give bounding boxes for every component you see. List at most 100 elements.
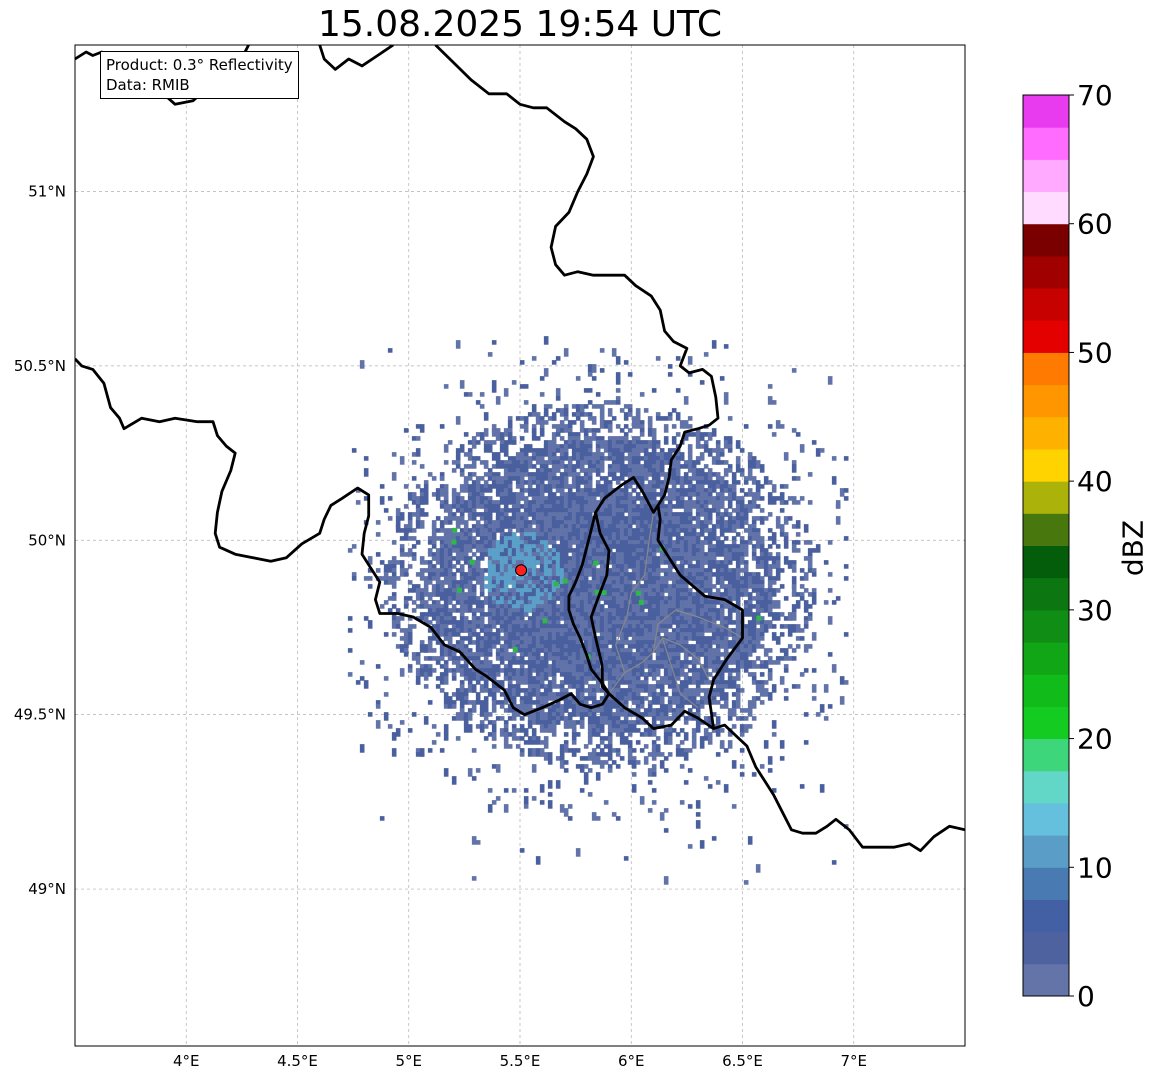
echo-pixel — [575, 460, 581, 465]
echo-pixel — [687, 644, 693, 649]
echo-pixel — [643, 672, 649, 677]
echo-pixel — [639, 748, 645, 753]
echo-pixel — [495, 592, 501, 597]
echo-pixel — [623, 556, 629, 561]
echo-pixel — [647, 512, 653, 517]
echo-pixel — [719, 540, 725, 545]
echo-pixel — [663, 600, 669, 605]
echo-pixel — [463, 504, 469, 509]
echo-pixel — [683, 460, 689, 465]
echo-pixel — [487, 576, 493, 581]
echo-pixel — [551, 516, 557, 521]
echo-pixel — [575, 480, 581, 489]
echo-pixel — [443, 548, 449, 553]
echo-pixel — [563, 508, 569, 513]
echo-pixel — [407, 588, 413, 593]
echo-pixel — [651, 436, 657, 441]
echo-pixel — [519, 552, 525, 557]
echo-pixel — [443, 676, 449, 685]
echo-pixel — [527, 564, 533, 569]
echo-pixel — [563, 572, 569, 577]
echo-pixel — [607, 556, 613, 561]
echo-pixel — [415, 508, 421, 513]
echo-pixel — [483, 544, 489, 549]
echo-pixel — [707, 680, 713, 685]
echo-pixel — [679, 516, 685, 521]
echo-pixel — [395, 624, 401, 629]
echo-pixel — [415, 588, 421, 593]
echo-pixel — [583, 412, 589, 417]
echo-pixel — [543, 652, 549, 657]
echo-pixel — [487, 612, 493, 617]
echo-pixel — [659, 588, 665, 593]
echo-pixel — [551, 728, 557, 733]
echo-pixel — [699, 628, 705, 633]
echo-pixel — [667, 708, 673, 713]
echo-pixel — [543, 692, 549, 697]
echo-pixel — [523, 732, 529, 737]
echo-pixel — [571, 436, 577, 441]
echo-pixel — [655, 696, 661, 701]
echo-pixel — [415, 520, 421, 529]
echo-pixel — [615, 612, 621, 617]
echo-pixel — [391, 560, 397, 565]
echo-pixel — [563, 656, 569, 661]
echo-pixel — [519, 628, 525, 633]
echo-pixel — [575, 640, 581, 645]
echo-pixel — [487, 560, 493, 565]
echo-pixel — [663, 652, 669, 661]
echo-pixel — [527, 464, 533, 469]
echo-pixel — [619, 508, 625, 513]
echo-pixel — [659, 720, 665, 725]
echo-pixel — [479, 504, 485, 509]
echo-pixel — [615, 728, 621, 733]
echo-pixel — [467, 592, 473, 597]
echo-pixel — [447, 440, 453, 445]
echo-pixel — [547, 728, 553, 733]
echo-pixel — [603, 488, 609, 493]
echo-pixel — [555, 684, 561, 689]
echo-pixel — [663, 768, 669, 773]
echo-pixel — [691, 484, 697, 489]
map-area[interactable] — [75, 45, 965, 1046]
echo-pixel — [459, 700, 465, 705]
echo-pixel — [643, 584, 649, 589]
echo-pixel — [675, 656, 681, 661]
echo-pixel — [571, 600, 577, 605]
echo-pixel — [695, 668, 701, 673]
echo-pixel — [651, 756, 657, 761]
echo-pixel — [691, 472, 697, 477]
echo-pixel — [563, 504, 569, 509]
echo-pixel — [507, 580, 513, 585]
echo-pixel — [667, 716, 673, 721]
echo-pixel — [467, 512, 473, 521]
echo-pixel — [619, 488, 625, 493]
echo-pixel — [495, 700, 501, 705]
echo-pixel — [479, 484, 485, 489]
echo-pixel — [403, 628, 409, 637]
echo-pixel — [431, 572, 437, 577]
echo-pixel — [683, 520, 689, 525]
echo-pixel — [659, 508, 665, 513]
echo-pixel — [455, 620, 461, 625]
echo-pixel — [551, 432, 557, 441]
echo-pixel — [611, 400, 617, 405]
echo-pixel — [715, 508, 721, 513]
echo-pixel — [715, 560, 721, 565]
echo-pixel — [507, 500, 513, 505]
echo-pixel — [587, 684, 593, 689]
echo-pixel — [471, 536, 477, 541]
echo-pixel — [643, 664, 649, 669]
echo-pixel — [607, 764, 613, 769]
echo-pixel — [539, 588, 545, 593]
echo-pixel — [639, 688, 645, 693]
echo-pixel — [675, 388, 681, 393]
echo-pixel — [639, 608, 645, 613]
echo-pixel — [719, 636, 725, 641]
echo-pixel — [627, 672, 633, 677]
echo-pixel — [467, 604, 473, 609]
echo-pixel — [675, 464, 681, 473]
echo-pixel — [587, 620, 593, 625]
echo-pixel — [483, 712, 489, 721]
echo-pixel — [507, 560, 513, 565]
